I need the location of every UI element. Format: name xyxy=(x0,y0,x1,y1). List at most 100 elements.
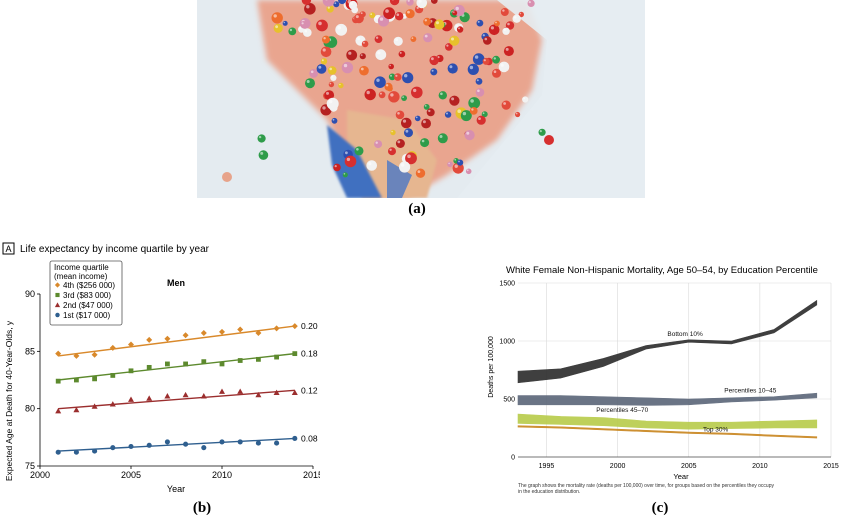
data-point xyxy=(92,376,97,382)
pin-highlight xyxy=(375,16,378,19)
push-pin xyxy=(512,14,521,23)
band-label: Percentiles 10–45 xyxy=(724,388,776,395)
push-pin xyxy=(447,161,453,168)
push-pin xyxy=(502,27,510,35)
push-pin xyxy=(449,95,460,106)
push-pin xyxy=(338,82,344,89)
push-pin xyxy=(288,27,297,36)
pin-highlight xyxy=(466,131,470,135)
pin-highlight xyxy=(400,163,405,167)
y-tick-label: 0 xyxy=(511,455,515,462)
push-pin xyxy=(282,20,288,26)
pin-highlight xyxy=(407,154,411,159)
push-pin xyxy=(402,72,414,84)
push-pin xyxy=(415,168,426,178)
push-pin xyxy=(361,40,369,48)
push-pin xyxy=(515,111,521,118)
pin-highlight xyxy=(415,116,418,119)
push-pin xyxy=(538,128,546,136)
push-pin xyxy=(342,172,348,178)
pin-highlight xyxy=(310,70,314,74)
pin-highlight xyxy=(474,55,479,59)
pin-highlight xyxy=(523,97,526,100)
push-pin xyxy=(482,57,490,65)
push-pin xyxy=(457,159,464,166)
push-pin xyxy=(444,111,452,118)
data-point xyxy=(219,388,225,394)
push-pin xyxy=(316,64,327,74)
data-point xyxy=(183,361,188,367)
legend-marker xyxy=(55,292,60,298)
band-label: Percentiles 45–70 xyxy=(596,407,648,414)
band-labels: Bottom 10% Percentiles 10–45 Percentiles 4… xyxy=(596,331,776,434)
data-point xyxy=(182,391,189,398)
data-point xyxy=(274,354,279,360)
pin-highlight xyxy=(476,79,479,82)
push-pin xyxy=(467,63,479,75)
y-tick-label: 90 xyxy=(25,289,35,299)
legend-entry: 2nd ($47 000) xyxy=(63,301,113,310)
pin-highlight xyxy=(390,93,394,97)
footnote-line-2: in the education distribution. xyxy=(518,489,580,495)
push-pin xyxy=(475,78,483,85)
pin-highlight xyxy=(322,106,326,110)
x-tick-label: 2000 xyxy=(610,463,626,470)
pin-highlight xyxy=(397,140,401,144)
pin-highlight xyxy=(503,102,506,105)
pin-highlight xyxy=(337,25,341,30)
push-pin xyxy=(395,139,405,148)
data-point xyxy=(201,359,207,365)
map-pins-photo xyxy=(197,0,645,198)
push-pin xyxy=(411,86,423,99)
push-pin xyxy=(383,7,395,20)
data-point xyxy=(146,364,152,370)
data-point xyxy=(292,351,298,357)
pin-highlight xyxy=(404,74,408,78)
pin-highlight xyxy=(424,105,427,107)
pin-highlight xyxy=(375,141,378,144)
pin-highlight xyxy=(260,151,264,155)
pin-highlight xyxy=(439,135,443,138)
pin-highlight xyxy=(424,34,428,38)
pin-highlight xyxy=(505,47,509,51)
pin-highlight xyxy=(457,109,462,113)
pin-highlight xyxy=(360,12,363,15)
band-label: Bottom 10% xyxy=(667,331,703,338)
pin-highlight xyxy=(431,57,434,61)
data-point xyxy=(55,449,61,455)
pin-highlight xyxy=(301,22,304,25)
data-points xyxy=(55,323,298,455)
pin-highlight xyxy=(321,59,324,62)
data-point xyxy=(201,445,207,451)
push-pin xyxy=(320,58,328,65)
push-pin xyxy=(384,82,393,91)
push-pin xyxy=(369,12,376,19)
push-pin xyxy=(309,69,319,78)
push-pin xyxy=(322,35,330,44)
pin-highlight xyxy=(389,148,392,151)
pin-highlight xyxy=(462,111,467,116)
pin-highlight xyxy=(357,37,361,41)
pin-highlight xyxy=(451,97,455,101)
push-pin xyxy=(374,35,383,43)
push-pin xyxy=(431,0,438,4)
pin-highlight xyxy=(490,26,494,30)
push-pin xyxy=(389,0,400,6)
push-pin xyxy=(434,19,445,30)
life-expectancy-chart: A Life expectancy by income quartile by … xyxy=(2,242,320,494)
push-pin xyxy=(421,118,431,129)
data-point xyxy=(55,407,62,414)
push-pin xyxy=(414,115,421,122)
pin-highlight xyxy=(454,158,457,161)
data-point xyxy=(146,336,153,343)
push-pin xyxy=(316,19,328,32)
push-pin xyxy=(388,91,400,103)
data-point xyxy=(128,368,134,374)
panel-tag-box xyxy=(2,242,15,255)
pin-highlight xyxy=(385,9,389,13)
legend: Income quartile (mean income) 4th ($256 … xyxy=(49,260,123,326)
push-pin xyxy=(271,12,283,24)
push-pin xyxy=(341,61,354,74)
pin-highlight xyxy=(431,69,434,72)
pin-highlight xyxy=(334,165,337,168)
